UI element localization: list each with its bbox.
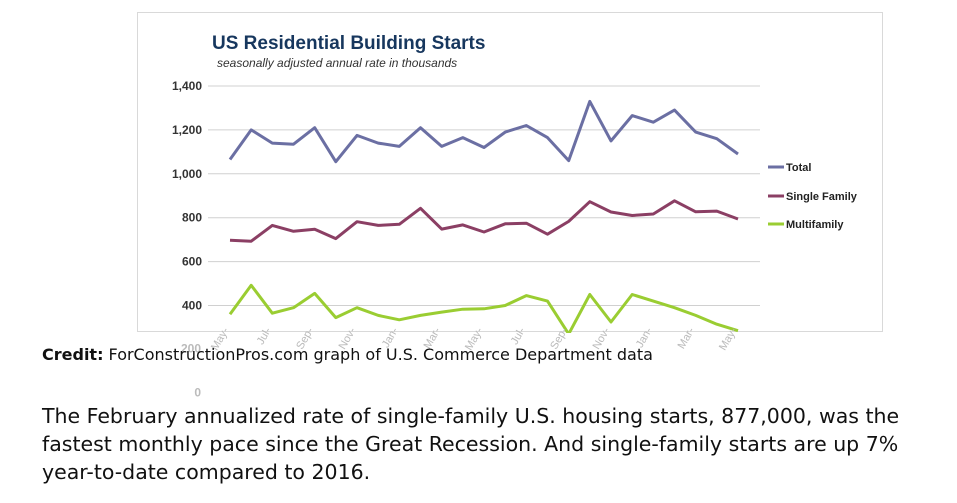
y-tick-label: 0 bbox=[194, 385, 201, 399]
chart-title: US Residential Building Starts bbox=[212, 33, 485, 54]
credit-text: ForConstructionPros.com graph of U.S. Co… bbox=[103, 345, 653, 364]
credit-label: Credit: bbox=[42, 345, 104, 364]
series-line-multi bbox=[228, 283, 739, 333]
y-tick-label: 800 bbox=[182, 211, 202, 225]
legend: Total Single Family Multifamily bbox=[768, 162, 858, 231]
series-line-total bbox=[228, 99, 739, 164]
series-line-single bbox=[229, 199, 739, 243]
article-paragraph: The February annualized rate of single-f… bbox=[42, 404, 900, 484]
line-chart: US Residential Building Starts seasonall… bbox=[172, 33, 858, 333]
y-tick-label: 400 bbox=[182, 299, 202, 313]
chart-subtitle: seasonally adjusted annual rate in thous… bbox=[217, 56, 457, 70]
y-tick-label: 600 bbox=[182, 255, 202, 269]
y-axis-ticks: 400 600 800 1,000 1,200 1,400 bbox=[172, 79, 202, 313]
y-tick-label: 1,400 bbox=[172, 79, 202, 93]
grid-lines bbox=[208, 85, 760, 306]
credit-caption: Credit: ForConstructionPros.com graph of… bbox=[42, 345, 653, 364]
legend-label: Total bbox=[786, 162, 811, 174]
y-tick-label: 1,000 bbox=[172, 167, 202, 181]
series-lines bbox=[228, 99, 739, 333]
legend-label: Single Family bbox=[786, 191, 858, 203]
y-tick-label: 1,200 bbox=[172, 123, 202, 137]
chart-frame: US Residential Building Starts seasonall… bbox=[137, 12, 883, 333]
legend-label: Multifamily bbox=[786, 219, 844, 231]
